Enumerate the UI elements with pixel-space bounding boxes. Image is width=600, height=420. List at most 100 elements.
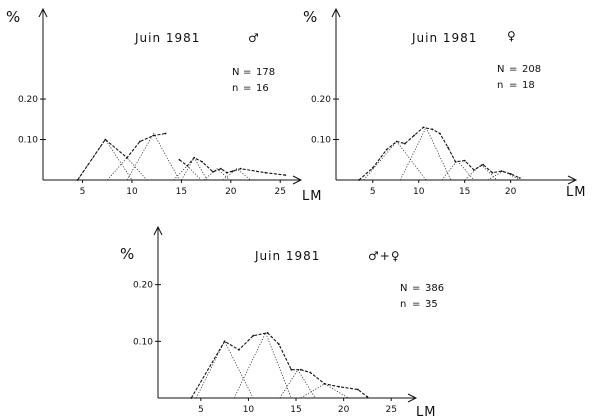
- stat-n-value: 35: [425, 299, 438, 310]
- stat-N-label: N: [400, 283, 407, 294]
- data-point: [439, 132, 441, 135]
- component-curve: [464, 164, 498, 181]
- stat-N-value: 178: [256, 67, 275, 78]
- y-unit-label: %: [6, 8, 20, 26]
- x-axis-label: LM: [302, 189, 322, 204]
- y-tick-label: 0.20: [311, 95, 331, 105]
- data-point: [299, 368, 302, 371]
- x-axis-arrow: [407, 393, 418, 403]
- data-point: [509, 173, 512, 175]
- x-tick-label: 15: [459, 187, 470, 197]
- data-point: [371, 167, 374, 169]
- x-tick-label: 10: [126, 187, 138, 197]
- data-point: [491, 171, 494, 174]
- data-point: [463, 159, 466, 162]
- component-curve: [203, 168, 231, 181]
- data-point: [518, 177, 521, 179]
- data-point: [290, 368, 293, 371]
- y-tick-label: 0.10: [18, 136, 38, 146]
- data-point: [385, 148, 388, 151]
- sex-symbol: ♂: [248, 31, 260, 45]
- y-axis-arrow: [153, 225, 163, 236]
- x-tick-label: 15: [290, 405, 301, 415]
- data-point: [152, 134, 155, 137]
- data-point: [323, 382, 326, 385]
- stat-N-value: 386: [425, 283, 444, 294]
- data-point: [431, 128, 434, 131]
- stat-n-value: 16: [256, 83, 269, 94]
- component-curve: [399, 126, 452, 181]
- panel-title: Juin 1981: [254, 249, 320, 263]
- x-axis-arrow: [567, 175, 578, 185]
- y-tick-label: 0.20: [18, 95, 38, 105]
- stat-eq: =: [243, 67, 251, 78]
- component-curve: [107, 157, 148, 181]
- data-point: [278, 343, 280, 346]
- component-curve: [300, 383, 349, 399]
- data-point: [164, 132, 167, 135]
- component-curve: [77, 138, 133, 181]
- x-axis-arrow: [292, 175, 303, 185]
- data-point: [126, 156, 128, 159]
- component-curve: [279, 368, 316, 399]
- component-curve: [181, 156, 208, 181]
- x-tick-label: 20: [225, 187, 237, 197]
- stat-N-value: 208: [522, 64, 541, 75]
- x-tick-label: 25: [385, 405, 396, 415]
- sex-symbol: ♀: [507, 29, 517, 43]
- y-tick-label: 0.10: [311, 136, 331, 146]
- data-point: [190, 397, 193, 399]
- frequency-curve: [358, 126, 521, 181]
- x-tick-label: 10: [243, 405, 255, 415]
- component-curve: [222, 168, 251, 181]
- data-point: [404, 142, 406, 145]
- data-point: [358, 179, 360, 181]
- data-point: [193, 156, 196, 159]
- data-point: [454, 160, 457, 163]
- component-curve: [126, 132, 180, 181]
- y-tick-label: 0.20: [133, 281, 153, 291]
- y-axis-arrow: [38, 7, 48, 18]
- data-point: [500, 170, 503, 173]
- x-tick-label: 20: [338, 405, 350, 415]
- data-point: [252, 334, 255, 337]
- data-point: [223, 340, 226, 343]
- data-point: [178, 158, 181, 161]
- panel-title: Juin 1981: [134, 31, 200, 45]
- x-tick-label: 20: [505, 187, 517, 197]
- x-tick-label: 5: [80, 187, 86, 197]
- data-point: [395, 140, 398, 143]
- data-point: [212, 171, 214, 173]
- stat-N-label: N: [232, 67, 239, 78]
- data-point: [186, 164, 189, 167]
- panel-male: % Juin 1981 ♂ N = 178 n = 16 LM 0.10 0.20…: [6, 7, 322, 204]
- data-point: [231, 170, 234, 173]
- data-point: [366, 396, 369, 398]
- stat-n-value: 18: [522, 80, 535, 91]
- data-point: [139, 140, 141, 143]
- component-curve: [233, 331, 292, 399]
- x-tick-label: 5: [198, 405, 204, 415]
- stat-eq: =: [412, 299, 420, 310]
- x-tick-label: 5: [370, 187, 376, 197]
- data-point: [338, 385, 340, 388]
- data-point: [264, 171, 267, 174]
- data-point: [226, 171, 228, 174]
- stat-eq: =: [412, 283, 420, 294]
- data-point: [266, 331, 269, 334]
- stat-n-label: n: [497, 80, 503, 91]
- panel-female: % Juin 1981 ♀ N = 208 n = 18 LM 0.10 0.20…: [303, 7, 585, 200]
- stat-eq: =: [243, 83, 251, 94]
- y-tick-label: 0.10: [133, 337, 153, 347]
- stat-eq: =: [509, 80, 517, 91]
- frequency-curve: [77, 132, 166, 181]
- x-axis-label: LM: [416, 405, 436, 420]
- x-tick-label: 10: [413, 187, 425, 197]
- data-point: [220, 167, 222, 170]
- data-point: [104, 138, 107, 141]
- data-point: [357, 388, 359, 391]
- data-point: [413, 134, 415, 137]
- component-curve: [195, 340, 254, 399]
- y-unit-label: %: [120, 245, 134, 263]
- data-point: [482, 163, 484, 166]
